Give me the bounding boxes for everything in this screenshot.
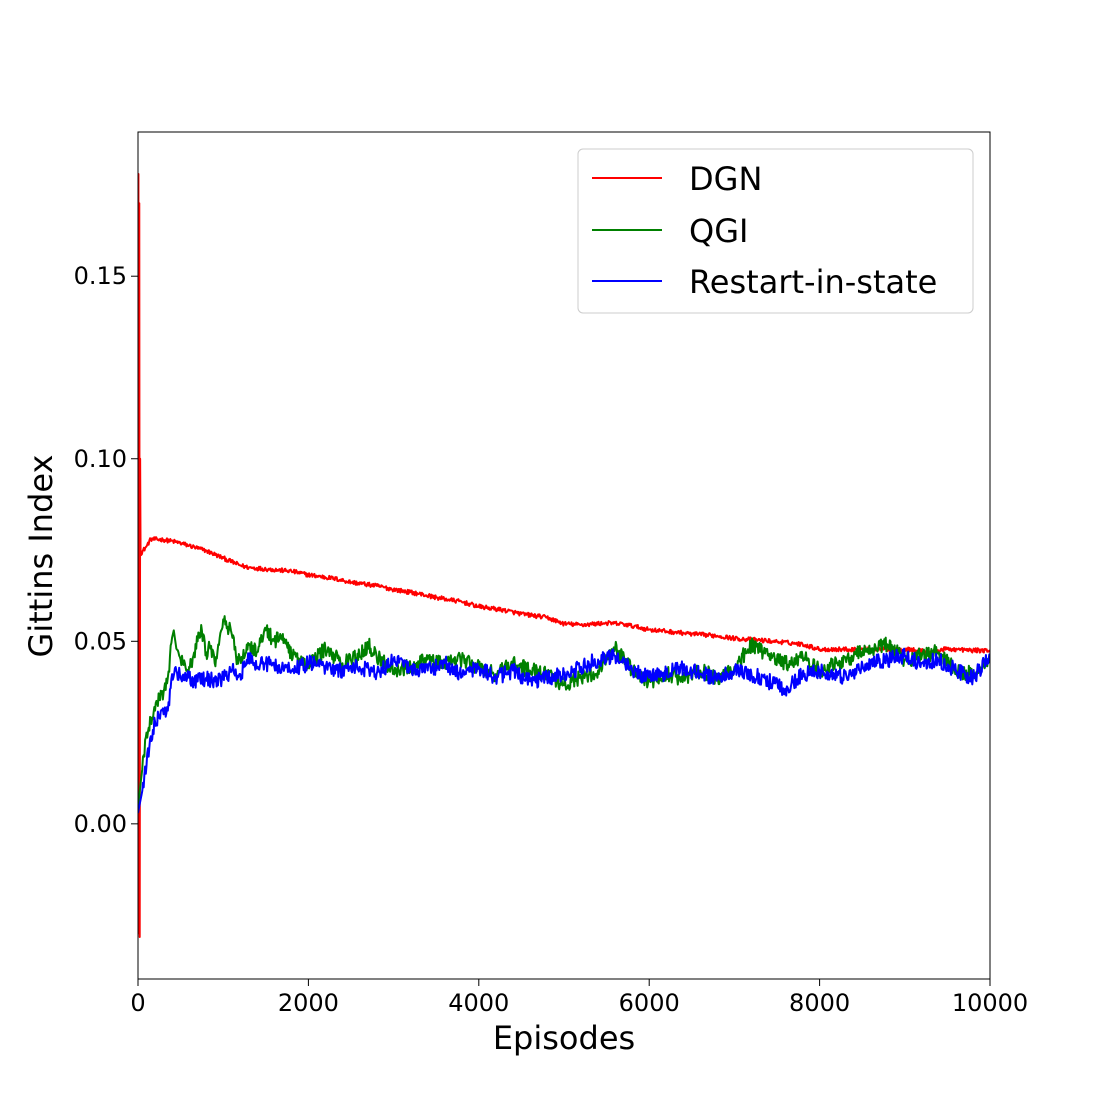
series-line-qgi	[138, 615, 990, 810]
x-tick-label: 6000	[619, 989, 680, 1017]
x-tick-label: 8000	[789, 989, 850, 1017]
y-tick-label: 0.00	[74, 810, 127, 838]
series-line-restart-in-state	[138, 647, 990, 814]
y-tick-label: 0.15	[74, 262, 127, 290]
series-line-dgn	[138, 172, 990, 939]
series-layer	[138, 172, 990, 939]
legend-label-restart-in-state: Restart-in-state	[689, 263, 937, 301]
plot-frame	[137, 131, 991, 980]
y-axis-title: Gittins Index	[22, 455, 60, 658]
x-axis: 0 2000 4000 6000 8000 10000	[130, 979, 1028, 1017]
y-tick-label: 0.10	[74, 445, 127, 473]
x-tick-label: 2000	[278, 989, 339, 1017]
legend: DGN QGI Restart-in-state	[577, 148, 974, 314]
y-tick-label: 0.05	[74, 627, 127, 655]
x-tick-label: 0	[130, 989, 145, 1017]
x-axis-title: Episodes	[493, 1019, 635, 1057]
legend-label-dgn: DGN	[689, 160, 762, 198]
x-tick-label: 10000	[952, 989, 1028, 1017]
y-axis: 0.00 0.05 0.10 0.15	[74, 262, 138, 838]
legend-box	[577, 148, 974, 314]
legend-label-qgi: QGI	[689, 212, 748, 250]
x-tick-label: 4000	[448, 989, 509, 1017]
